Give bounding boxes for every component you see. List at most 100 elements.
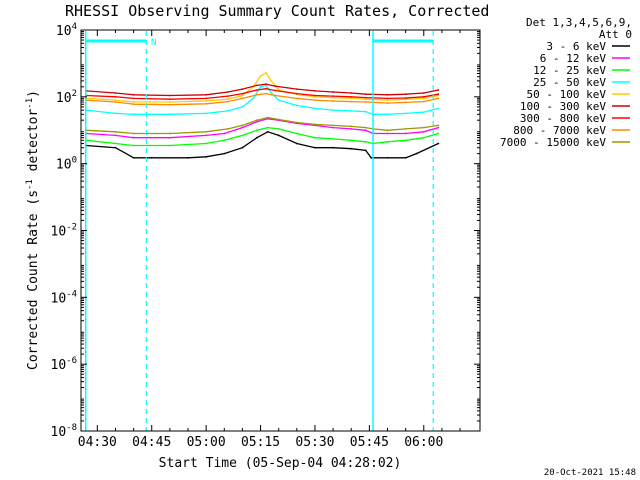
timestamp: 20-Oct-2021 15:48 [544, 468, 636, 478]
data-point [227, 100, 229, 103]
legend-header-line2: Att 0 [599, 28, 632, 41]
data-point [266, 116, 269, 119]
data-point [256, 89, 258, 91]
legend-label: 50 - 100 keV [527, 88, 607, 101]
data-point [227, 91, 229, 93]
data-point [241, 126, 244, 129]
data-point [169, 136, 171, 139]
data-point [404, 139, 407, 142]
data-point [205, 142, 208, 145]
data-point [350, 125, 353, 128]
data-point [205, 130, 208, 133]
data-point [241, 94, 244, 97]
data-point [114, 99, 117, 101]
data-point [437, 94, 440, 97]
series-line-4 [86, 72, 439, 103]
data-point [169, 101, 171, 103]
data-point [256, 119, 258, 122]
data-point [386, 99, 389, 101]
y-tick-label: 100 [56, 156, 77, 173]
data-point [422, 100, 425, 103]
data-point [114, 112, 117, 115]
data-point [266, 130, 269, 133]
y-tick-label: 10-4 [51, 289, 78, 306]
data-point [256, 120, 258, 123]
data-point [314, 123, 316, 126]
data-point [295, 88, 298, 90]
data-point [265, 84, 267, 87]
data-point [314, 95, 316, 98]
series-line-1 [86, 118, 439, 139]
legend-label: 800 - 7000 keV [513, 124, 606, 137]
data-point [295, 104, 298, 107]
y-axis-label-sup2: -1 [25, 98, 35, 109]
data-point [150, 156, 153, 159]
data-point [350, 147, 353, 150]
data-point [364, 96, 367, 99]
data-point [274, 89, 276, 92]
data-point [132, 156, 135, 159]
data-point [404, 132, 407, 135]
y-tick-label: 104 [56, 22, 77, 39]
data-point [295, 142, 298, 145]
data-point [132, 97, 135, 100]
data-point [132, 101, 135, 103]
data-point [404, 112, 407, 115]
data-point [422, 97, 425, 100]
data-point [437, 126, 440, 129]
data-point [169, 103, 171, 106]
data-point [404, 97, 407, 99]
data-point [386, 129, 389, 132]
data-point [114, 101, 117, 103]
data-point [227, 127, 229, 130]
data-point [205, 97, 208, 100]
chart-title: RHESSI Observing Summary Count Rates, Co… [65, 2, 489, 20]
marker-layer: N [84, 31, 434, 431]
data-point [169, 144, 171, 147]
data-point [314, 146, 316, 149]
data-point [437, 142, 440, 145]
data-point [370, 156, 373, 159]
data-point [422, 136, 425, 139]
data-point [332, 138, 334, 140]
series-line-8 [86, 116, 439, 135]
data-point [241, 92, 244, 95]
series-line-3 [86, 84, 439, 115]
data-point [132, 103, 135, 106]
data-point [223, 132, 226, 135]
data-point [187, 156, 189, 159]
data-point [422, 92, 425, 94]
data-point [241, 146, 244, 149]
legend-header-line1: Det 1,3,4,5,6,9, [526, 16, 632, 29]
data-point [386, 113, 389, 116]
data-point [132, 93, 135, 96]
data-point [404, 156, 407, 159]
data-point [227, 98, 229, 101]
data-point [332, 95, 334, 97]
data-point [332, 96, 334, 99]
data-point [227, 95, 229, 97]
data-point [314, 107, 316, 110]
data-point [223, 139, 226, 142]
y-tick-label: 102 [56, 89, 77, 106]
data-point [295, 92, 298, 95]
data-point [270, 80, 273, 82]
data-point [169, 113, 171, 116]
data-point [386, 93, 389, 96]
data-point [350, 110, 353, 112]
data-point [132, 144, 135, 147]
data-point [241, 124, 244, 127]
x-axis: 04:30 04:45 05:00 05:15 05:30 05:45 06:00 [78, 30, 461, 450]
data-point [364, 93, 367, 96]
series-layer [85, 72, 440, 159]
data-point [422, 95, 425, 98]
data-point [422, 126, 425, 129]
data-point [265, 87, 267, 90]
data-point [256, 129, 258, 132]
data-point [277, 99, 280, 101]
data-point [437, 124, 440, 127]
x-tick-label: 05:15 [241, 435, 280, 450]
data-point [277, 118, 280, 121]
data-point [386, 132, 389, 135]
